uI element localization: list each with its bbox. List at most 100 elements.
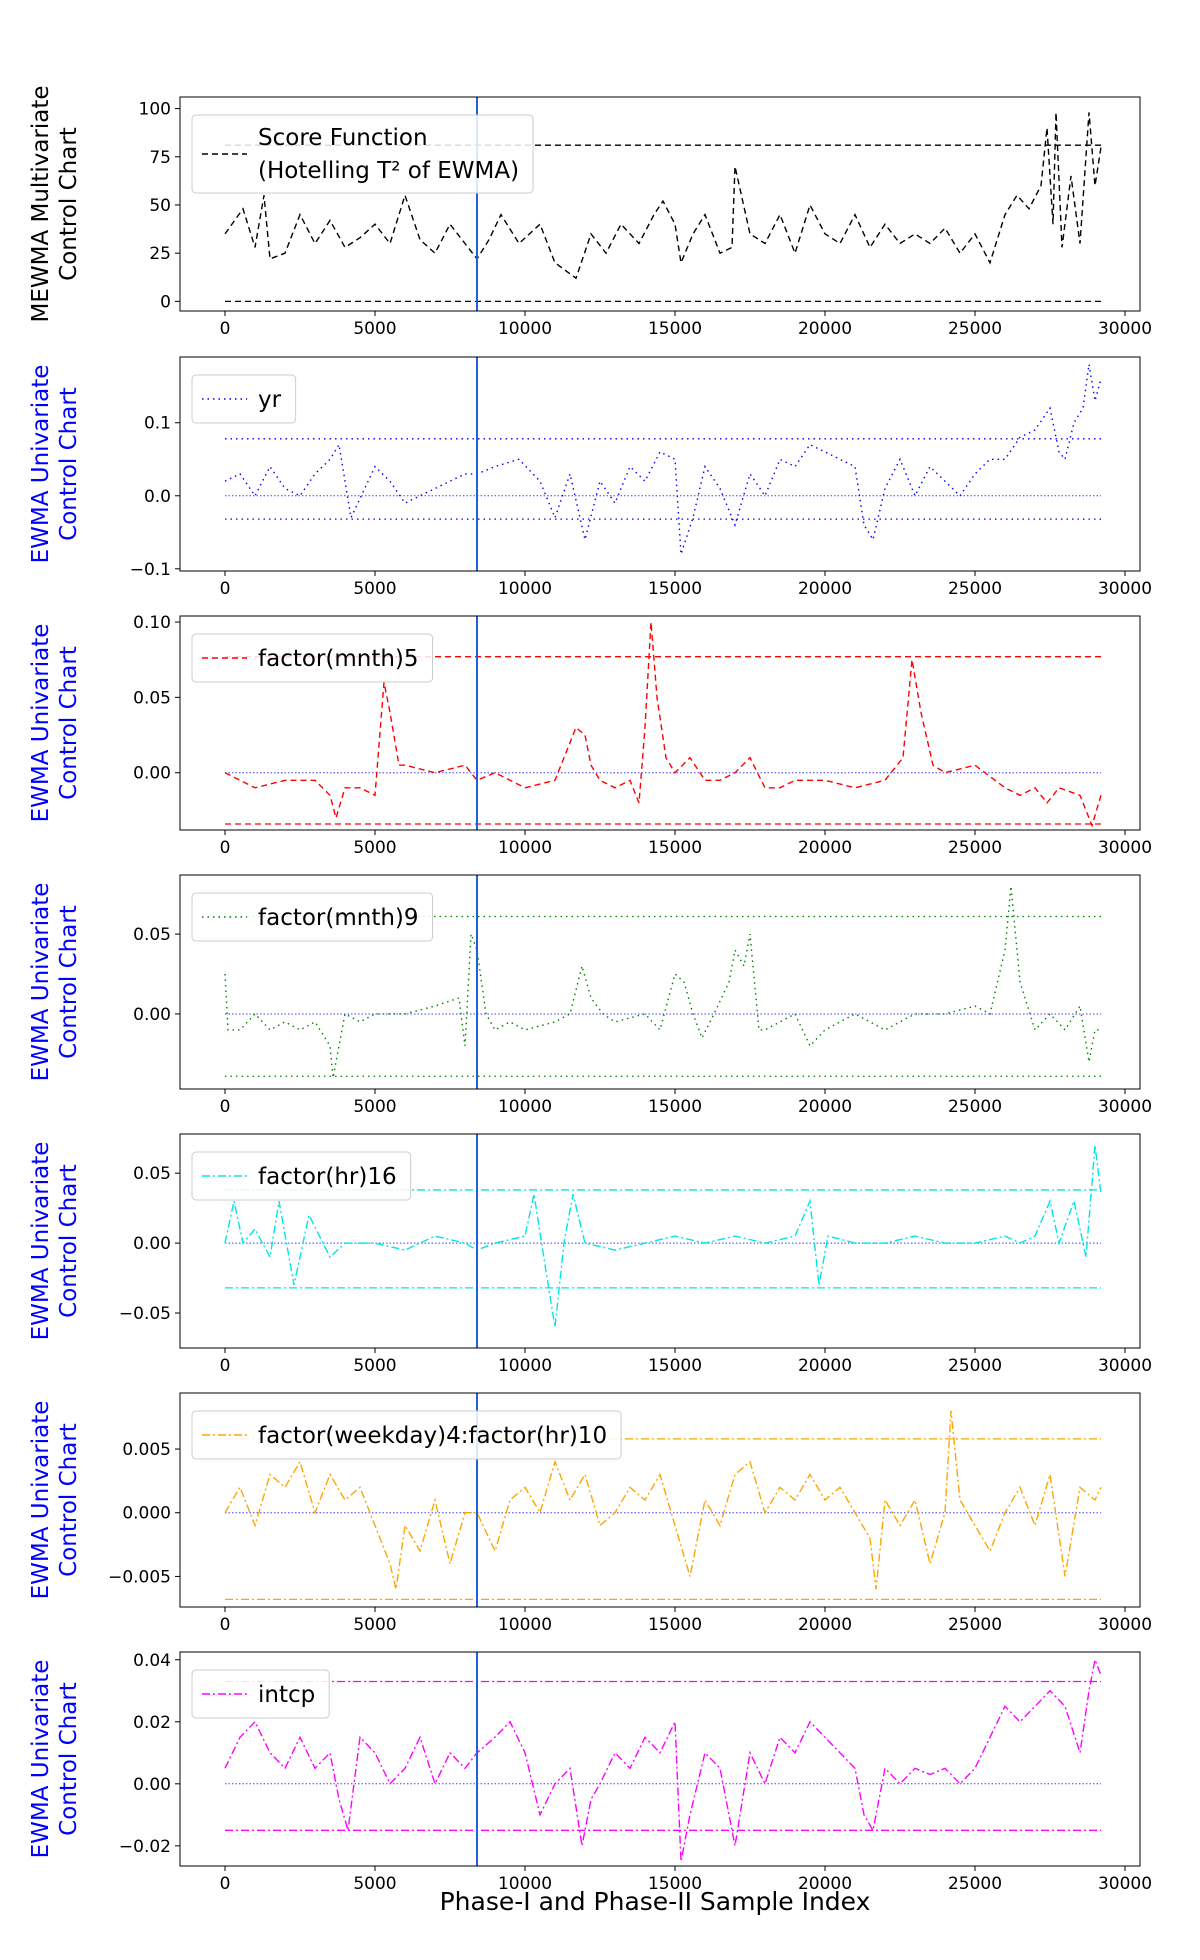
y-axis-label: Control Chart bbox=[56, 646, 82, 800]
legend-box bbox=[191, 892, 434, 942]
control-limits bbox=[225, 1189, 1101, 1289]
panels-group: 0 5000 10000 15000 20000 25000 300000255075100… bbox=[28, 85, 1152, 1894]
series-line bbox=[224, 364, 1102, 555]
x-tick-label: 10000 bbox=[498, 1097, 552, 1117]
legend-label: yr bbox=[258, 387, 282, 413]
plot-frame bbox=[179, 96, 1141, 312]
legend-label: factor(mnth)9 bbox=[258, 905, 419, 931]
y-tick-label: 25 bbox=[149, 244, 171, 264]
legend-label: factor(hr)16 bbox=[258, 1164, 397, 1190]
x-tick-label: 0 bbox=[220, 1097, 231, 1117]
y-tick-label: −0.1 bbox=[130, 560, 171, 580]
plot-frame bbox=[179, 874, 1141, 1090]
y-tick-label: 0.00 bbox=[133, 764, 171, 784]
y-tick-label: 0.0 bbox=[144, 487, 171, 507]
control-limits bbox=[225, 915, 1101, 1077]
series-line bbox=[224, 621, 1102, 828]
y-axis-label: Control Chart bbox=[56, 387, 82, 541]
x-tick-label: 5000 bbox=[353, 1097, 396, 1117]
x-tick-label: 25000 bbox=[948, 579, 1002, 599]
y-axis-label: Control Chart bbox=[56, 1164, 82, 1318]
legend: Score Function (Hotelling T² of EWMA) bbox=[191, 114, 534, 194]
x-tick-label: 20000 bbox=[798, 579, 852, 599]
legend: factor(weekday)4:factor(hr)10 bbox=[191, 1410, 622, 1460]
y-tick-label: 0.05 bbox=[133, 1164, 171, 1184]
x-tick-label: 10000 bbox=[498, 1615, 552, 1635]
panel-7: 0 5000 10000 15000 20000 25000 30000 −0.02 0.00 0… bbox=[28, 1651, 1152, 1894]
panel-2: 0 5000 10000 15000 20000 25000 30000 −0.1 0.0 0.1… bbox=[28, 356, 1152, 599]
x-tick-label: 20000 bbox=[798, 1356, 852, 1376]
x-tick-label: 20000 bbox=[798, 1097, 852, 1117]
y-tick-label: −0.02 bbox=[119, 1837, 171, 1857]
y-axis-label: EWMA Univariate bbox=[28, 883, 54, 1082]
x-tick-label: 25000 bbox=[948, 1615, 1002, 1635]
y-axis-label: MEWMA Multivariate bbox=[28, 85, 54, 322]
x-tick-label: 15000 bbox=[648, 1874, 702, 1894]
y-axis-label: EWMA Univariate bbox=[28, 1142, 54, 1341]
y-tick-label: 0.1 bbox=[144, 414, 171, 434]
y-axis-label: EWMA Univariate bbox=[28, 624, 54, 823]
x-tick-label: 10000 bbox=[498, 1874, 552, 1894]
x-tick-label: 30000 bbox=[1098, 1615, 1152, 1635]
plot-frame bbox=[179, 1133, 1141, 1349]
legend-label: factor(weekday)4:factor(hr)10 bbox=[258, 1423, 607, 1449]
panel-4: 0 5000 10000 15000 20000 25000 30000 0.00 0.05 EW… bbox=[28, 874, 1152, 1117]
y-tick-label: 0.00 bbox=[133, 1775, 171, 1795]
x-tick-label: 30000 bbox=[1098, 1356, 1152, 1376]
series-line bbox=[224, 1657, 1102, 1862]
x-tick-label: 15000 bbox=[648, 1097, 702, 1117]
x-tick-label: 25000 bbox=[948, 1097, 1002, 1117]
y-tick-label: −0.05 bbox=[119, 1304, 171, 1324]
legend: factor(mnth)5 bbox=[191, 633, 434, 683]
plot-frame bbox=[179, 615, 1141, 831]
y-tick-label: 0.02 bbox=[133, 1713, 171, 1733]
x-tick-label: 15000 bbox=[648, 1615, 702, 1635]
plot-frame bbox=[179, 1392, 1141, 1608]
x-tick-label: 25000 bbox=[948, 1356, 1002, 1376]
series-line bbox=[224, 1410, 1102, 1590]
y-axis-label: Control Chart bbox=[56, 1682, 82, 1836]
legend-label: factor(mnth)5 bbox=[258, 646, 419, 672]
y-tick-label: 75 bbox=[149, 148, 171, 168]
y-tick-label: 100 bbox=[139, 100, 171, 120]
plot-frame bbox=[179, 356, 1141, 572]
x-tick-label: 20000 bbox=[798, 1615, 852, 1635]
y-tick-label: −0.005 bbox=[108, 1567, 171, 1587]
legend: intcp bbox=[191, 1669, 330, 1719]
x-tick-label: 15000 bbox=[648, 319, 702, 339]
x-tick-label: 15000 bbox=[648, 838, 702, 858]
x-tick-label: 15000 bbox=[648, 579, 702, 599]
control-limits bbox=[225, 1438, 1101, 1601]
x-tick-label: 0 bbox=[220, 319, 231, 339]
x-tick-label: 30000 bbox=[1098, 1097, 1152, 1117]
x-tick-label: 30000 bbox=[1098, 1874, 1152, 1894]
y-tick-label: 0.05 bbox=[133, 688, 171, 708]
legend: factor(hr)16 bbox=[191, 1151, 412, 1201]
x-tick-label: 10000 bbox=[498, 1356, 552, 1376]
plot-frame bbox=[179, 1651, 1141, 1867]
y-axis-label: EWMA Univariate bbox=[28, 1401, 54, 1600]
x-tick-label: 5000 bbox=[353, 1615, 396, 1635]
legend-box bbox=[191, 633, 434, 683]
x-axis-label: Phase-I and Phase-II Sample Index bbox=[440, 1887, 871, 1916]
series-line bbox=[224, 886, 1101, 1078]
y-axis-label: Control Chart bbox=[56, 1423, 82, 1577]
x-tick-label: 5000 bbox=[353, 319, 396, 339]
x-tick-label: 10000 bbox=[498, 319, 552, 339]
x-tick-label: 25000 bbox=[948, 319, 1002, 339]
panel-1: 0 5000 10000 15000 20000 25000 30000 0 25 50 75 100… bbox=[28, 85, 1152, 339]
x-tick-label: 0 bbox=[220, 1874, 231, 1894]
x-tick-label: 10000 bbox=[498, 838, 552, 858]
x-tick-label: 5000 bbox=[353, 579, 396, 599]
x-tick-label: 20000 bbox=[798, 319, 852, 339]
x-tick-label: 0 bbox=[220, 1615, 231, 1635]
legend: yr bbox=[191, 374, 297, 424]
y-tick-label: 0.05 bbox=[133, 925, 171, 945]
panel-3: 0 5000 10000 15000 20000 25000 30000 0.00 0.05 0.… bbox=[28, 613, 1152, 858]
legend-box bbox=[191, 1151, 412, 1201]
x-tick-label: 30000 bbox=[1098, 838, 1152, 858]
legend-label: Score Function bbox=[258, 125, 428, 151]
x-tick-label: 20000 bbox=[798, 1874, 852, 1894]
x-tick-label: 5000 bbox=[353, 1356, 396, 1376]
